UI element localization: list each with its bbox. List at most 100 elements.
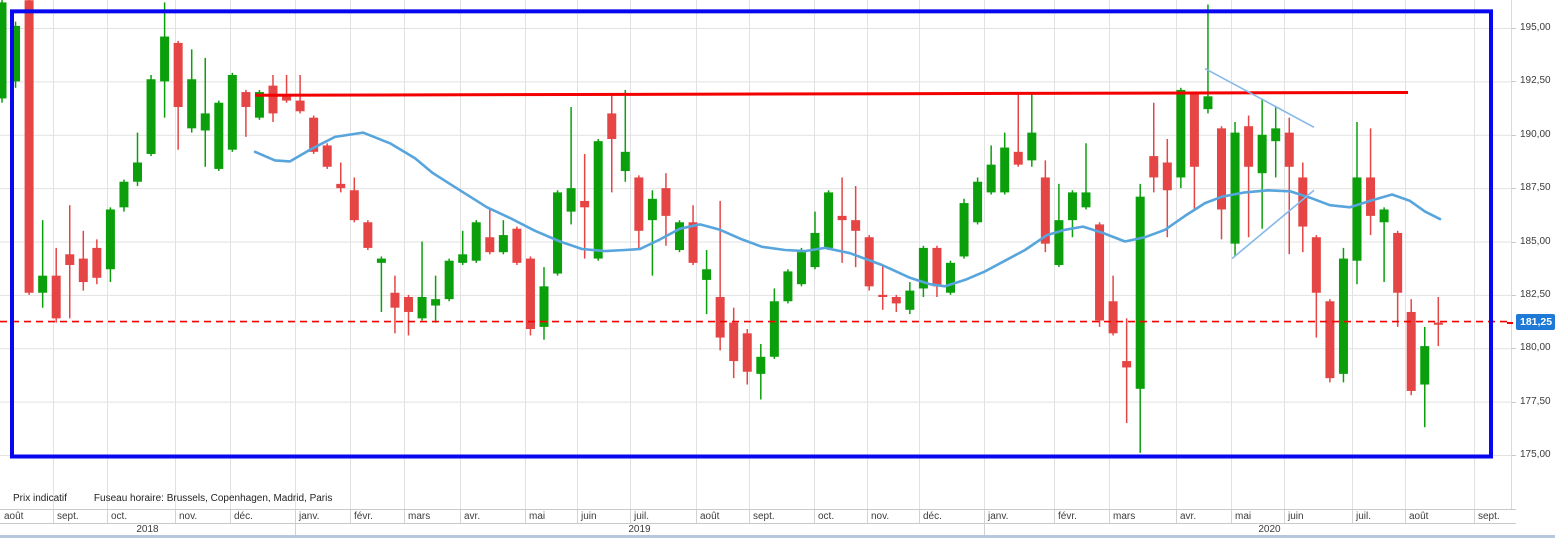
price-scale-label: 182,50: [1520, 288, 1551, 300]
candle-up: [918, 245, 928, 298]
candle-down: [485, 209, 495, 255]
candle-up: [214, 100, 224, 172]
candle-down: [932, 245, 942, 298]
candle-down: [837, 177, 847, 263]
candle-up: [38, 220, 48, 308]
x-axis-month-label: déc.: [234, 511, 253, 522]
candle-down: [24, 0, 34, 295]
month-separator: [867, 510, 868, 523]
candle-down: [92, 239, 102, 285]
candle-down: [607, 94, 617, 193]
candle-up: [227, 72, 237, 152]
month-separator: [460, 510, 461, 523]
month-separator: [814, 510, 815, 523]
candle-down: [742, 329, 752, 385]
candle-down: [1149, 102, 1159, 193]
candlestick-series: [0, 0, 1443, 453]
candle-down: [1284, 117, 1294, 255]
x-axis-month-label: sept.: [753, 511, 775, 522]
month-separator: [696, 510, 697, 523]
candle-up: [1203, 4, 1213, 114]
year-separator: [984, 524, 985, 535]
x-axis-month-label: août: [1409, 511, 1429, 522]
candle-down: [404, 294, 413, 336]
month-separator: [525, 510, 526, 523]
x-axis-month-label: juil.: [1356, 511, 1372, 522]
candle-down: [851, 185, 861, 268]
month-separator: [1054, 510, 1055, 523]
candle-up: [959, 198, 969, 259]
month-separator: [107, 510, 108, 523]
candle-up: [1257, 98, 1267, 229]
candle-up: [11, 21, 21, 88]
month-separator: [1231, 510, 1232, 523]
candle-up: [810, 211, 820, 270]
candle-up: [160, 2, 170, 118]
candle-up: [675, 220, 684, 253]
candle-up: [187, 49, 197, 133]
candle-up: [417, 241, 427, 321]
current-price-label: 181,25: [1520, 315, 1553, 328]
candle-down: [1189, 92, 1199, 210]
candle-down: [891, 294, 901, 312]
price-scale-label: 177,50: [1520, 395, 1551, 407]
candle-up: [1338, 247, 1348, 383]
price-scale-tick: [1512, 294, 1516, 296]
candle-down: [1108, 275, 1118, 336]
price-scale-axis[interactable]: 181,25 195,00 192,50 190,00 187,50 185,00 182…: [1507, 0, 1555, 509]
rectangle-annotation[interactable]: [10, 9, 1493, 459]
candle-down: [1122, 318, 1132, 423]
candle-up: [1230, 121, 1240, 257]
x-axis-months[interactable]: août sept. oct. nov. déc. janv. févr. mars avr. m…: [0, 509, 1516, 524]
candle-up: [133, 132, 142, 186]
month-separator: [350, 510, 351, 523]
timezone-note: Fuseau horaire: Brussels, Copenhagen, Ma…: [93, 493, 333, 504]
x-axis-month-label: oct.: [818, 511, 835, 522]
candle-up: [756, 343, 766, 400]
candle-up: [769, 288, 779, 359]
month-separator: [577, 510, 578, 523]
candle-up: [498, 220, 508, 255]
candle-up: [458, 230, 468, 265]
candle-down: [1433, 297, 1443, 347]
candle-up: [647, 190, 657, 276]
candle-down: [580, 153, 590, 259]
current-price-dash: [1507, 321, 1513, 324]
candle-up: [1176, 87, 1186, 189]
candle-down: [1325, 299, 1335, 383]
candle-down: [65, 205, 75, 319]
candle-up: [0, 0, 7, 103]
current-price-badge: 181,25: [1507, 313, 1555, 330]
price-scale-label: 180,00: [1520, 342, 1551, 354]
candle-up: [1271, 106, 1281, 178]
candle-down: [1311, 235, 1321, 338]
month-separator: [630, 510, 631, 523]
price-scale-label: 190,00: [1520, 128, 1551, 140]
candle-up: [1027, 94, 1037, 167]
candle-down: [51, 247, 61, 323]
month-separator: [404, 510, 405, 523]
trendline-annotation[interactable]: [1231, 189, 1315, 260]
candle-up: [973, 177, 983, 225]
candle-up: [824, 190, 834, 251]
candle-up: [200, 57, 210, 167]
candle-down: [268, 74, 278, 122]
candle-down: [282, 74, 292, 103]
candle-down: [525, 256, 535, 336]
x-axis-year-label: 2020: [1258, 524, 1281, 535]
candle-up: [946, 260, 955, 295]
price-scale-label: 192,50: [1520, 75, 1551, 87]
x-axis-month-label: avr.: [464, 511, 481, 522]
candle-up: [105, 207, 115, 283]
candle-up: [986, 145, 996, 195]
trendline-annotation[interactable]: [1204, 67, 1315, 128]
price-scale-tick: [1512, 134, 1516, 136]
price-chart-plot[interactable]: [0, 0, 1511, 509]
candle-up: [146, 74, 156, 157]
candle-down: [688, 205, 698, 265]
candle-up: [620, 89, 630, 182]
price-scale-tick: [1512, 188, 1516, 190]
month-separator: [1109, 510, 1110, 523]
x-axis-month-label: nov.: [871, 511, 890, 522]
resistance-line[interactable]: [254, 90, 1409, 97]
